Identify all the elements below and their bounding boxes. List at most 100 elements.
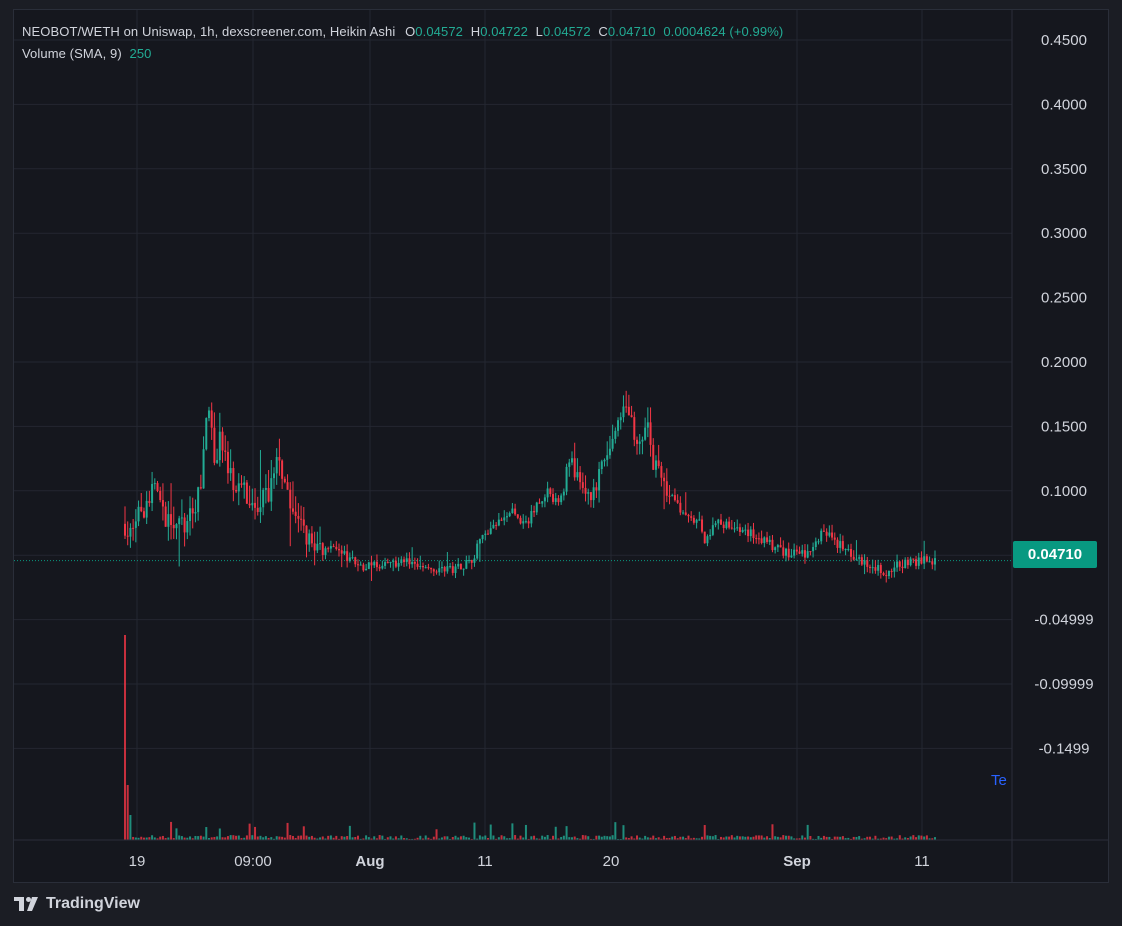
volume-bar [476, 838, 479, 840]
volume-bar [730, 835, 733, 840]
volume-bar [519, 835, 522, 840]
volume-bar [844, 838, 847, 840]
volume-bar [170, 821, 173, 840]
volume-bar [207, 838, 210, 840]
volume-bar [530, 836, 533, 840]
candle-body [652, 444, 655, 470]
candle-body [245, 482, 248, 504]
chart-panel[interactable] [13, 9, 1109, 883]
candle-body [514, 508, 517, 515]
volume-bar [489, 824, 492, 840]
candle-body [625, 406, 628, 408]
tradingview-branding[interactable]: TradingView [14, 893, 140, 915]
candle-body [497, 519, 500, 526]
candle-body [505, 516, 508, 518]
te-link[interactable]: Te [991, 772, 1007, 789]
candle-body [140, 506, 143, 512]
volume-bar [877, 838, 880, 840]
volume-bar [248, 823, 251, 840]
candle-body [552, 494, 555, 502]
candle-body [741, 529, 744, 532]
y-tick-label: 0.3500 [1041, 161, 1087, 178]
candle-body [836, 539, 839, 548]
candle-body [332, 546, 335, 548]
volume-bar [749, 837, 752, 840]
volume-bar [432, 836, 435, 840]
candle-body [289, 489, 292, 509]
volume-bar [673, 835, 676, 840]
volume-bar [202, 836, 205, 840]
volume-bar [855, 836, 858, 840]
candle-body [524, 521, 527, 523]
volume-bar [806, 824, 809, 840]
candle-body [430, 567, 433, 570]
candle-body [622, 406, 625, 418]
candle-body [468, 560, 471, 562]
candle-body [229, 468, 232, 474]
candle-body [522, 521, 525, 524]
candle-body [405, 558, 408, 563]
candle-body [543, 497, 546, 502]
volume-bar [302, 826, 305, 840]
x-tick-label: 20 [603, 853, 620, 870]
volume-bar [286, 822, 289, 840]
candle-body [587, 492, 590, 494]
candle-body [817, 541, 820, 543]
candle-body [682, 512, 685, 514]
candle-body [403, 559, 406, 563]
volume-bar [180, 836, 183, 840]
y-tick-label: -0.09999 [1034, 676, 1093, 693]
volume-bar [560, 836, 563, 840]
volume-bar [801, 835, 804, 840]
candle-body [313, 543, 316, 551]
candle-body [820, 530, 823, 542]
volume-bar [920, 835, 923, 840]
volume-bar [592, 838, 595, 840]
volume-bar [584, 835, 587, 840]
volume-bar [375, 838, 378, 840]
candle-body [145, 500, 148, 518]
candle-body [627, 406, 630, 416]
volume-bar [568, 837, 571, 840]
volume-bar [178, 835, 181, 840]
candle-body [367, 562, 370, 569]
volume-bar [505, 838, 508, 840]
volume-bar [427, 837, 430, 840]
candle-body [920, 557, 923, 564]
volume-bar [828, 836, 831, 840]
volume-bar [237, 835, 240, 840]
volume-bar [440, 837, 443, 840]
candle-body [465, 560, 468, 569]
candle-body [638, 441, 641, 444]
candle-body [573, 458, 576, 478]
volume-bar [153, 837, 156, 840]
candle-body [557, 498, 560, 503]
candle-body [356, 564, 359, 566]
candle-body [378, 567, 381, 569]
candle-body [457, 563, 460, 567]
volume-bar [446, 836, 449, 840]
candle-body [186, 521, 189, 533]
candle-body [825, 531, 828, 536]
legend-low-label: L [535, 24, 543, 39]
volume-bar [232, 835, 235, 840]
candle-body [240, 483, 243, 485]
volume-bar [833, 836, 836, 840]
volume-bar [638, 837, 641, 840]
candle-layer [124, 390, 936, 583]
candle-body [890, 570, 893, 572]
volume-bar [297, 835, 300, 840]
candle-body [535, 502, 538, 513]
volume-bar [459, 836, 462, 840]
volume-bar [310, 835, 313, 840]
volume-bar [660, 838, 663, 840]
candle-body [744, 529, 747, 531]
candle-body [839, 541, 842, 548]
candle-body [180, 517, 183, 519]
volume-bar [606, 836, 609, 840]
candle-body [579, 472, 582, 483]
candle-body [365, 568, 368, 571]
volume-bar [503, 836, 506, 840]
volume-bar [224, 837, 227, 840]
